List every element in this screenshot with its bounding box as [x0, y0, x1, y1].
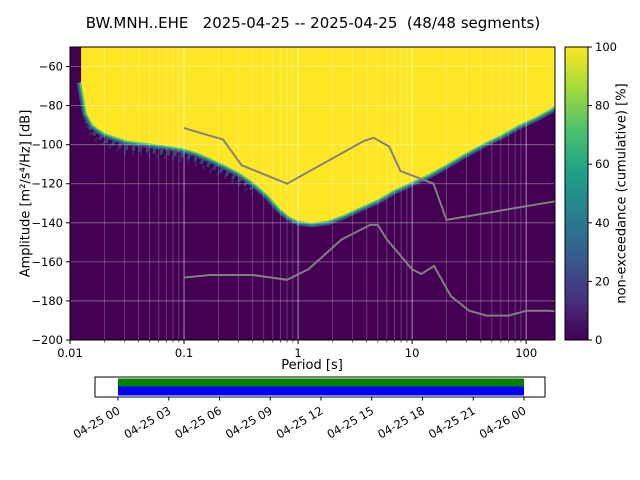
timeline-tick-label: 04-25 03 — [121, 403, 173, 441]
heatmap — [70, 47, 555, 340]
x-axis: 0.01 0.1 1 10 100 — [57, 340, 537, 360]
timeline-tick-label: 04-25 09 — [223, 403, 275, 441]
x-tick-label: 0.01 — [57, 346, 83, 360]
y-tick-label: −200 — [31, 333, 63, 347]
colorbar: 0 20 40 60 80 100 — [564, 40, 617, 347]
colorbar-tick-label: 60 — [595, 157, 610, 171]
heatmap-speckle-teal — [84, 119, 255, 191]
timeline-tick-label: 04-25 21 — [426, 403, 478, 441]
heatmap-100pct-region — [81, 47, 555, 223]
timeline-data-band — [118, 378, 524, 387]
y-tick-label: −140 — [31, 216, 63, 230]
noise-model-line-nlnm — [183, 223, 555, 317]
y-axis: −200 −180 −160 −140 −120 −100 −80 −60 — [31, 60, 70, 347]
y-tick-label: −80 — [39, 99, 63, 113]
y-tick-label: −120 — [31, 177, 63, 191]
y-tick-label: −60 — [39, 60, 63, 74]
x-axis-label: Period [s] — [281, 358, 343, 373]
plot-spine — [69, 46, 556, 341]
timeline-coverage-band — [118, 386, 524, 396]
colorbar-tick-label: 100 — [595, 40, 617, 54]
x-tick-label: 0.1 — [175, 346, 193, 360]
timeline-tick-label: 04-25 06 — [172, 403, 224, 441]
x-tick-label: 1 — [294, 346, 301, 360]
chart-title: BW.MNH..EHE 2025-04-25 -- 2025-04-25 (48… — [85, 14, 541, 32]
colorbar-gradient — [564, 46, 589, 341]
noise-model-lines — [183, 127, 555, 317]
timeline-tick-label: 04-25 15 — [324, 403, 376, 441]
colorbar-label: non-exceedance (cumulative) [%] — [614, 83, 630, 304]
colorbar-tick-label: 40 — [595, 216, 610, 230]
colorbar-tick-label: 0 — [595, 333, 602, 347]
timeline-tick-label: 04-25 00 — [71, 403, 123, 441]
colorbar-tick-label: 20 — [595, 274, 610, 288]
y-tick-label: −160 — [31, 255, 63, 269]
grid-lines — [70, 47, 555, 340]
timeline-tick-label: 04-26 00 — [477, 403, 529, 441]
colorbar-tick-label: 80 — [595, 99, 610, 113]
y-tick-label: −180 — [31, 294, 63, 308]
noise-model-line-nhnm — [183, 127, 555, 222]
y-tick-label: −100 — [31, 138, 63, 152]
timeline-tick-label: 04-25 18 — [375, 403, 427, 441]
x-tick-label: 10 — [405, 346, 420, 360]
y-axis-label: Amplitude [m²/s⁴/Hz] [dB] — [18, 109, 34, 278]
timeline-tick-label: 04-25 12 — [274, 403, 326, 441]
x-tick-label: 100 — [515, 346, 537, 360]
